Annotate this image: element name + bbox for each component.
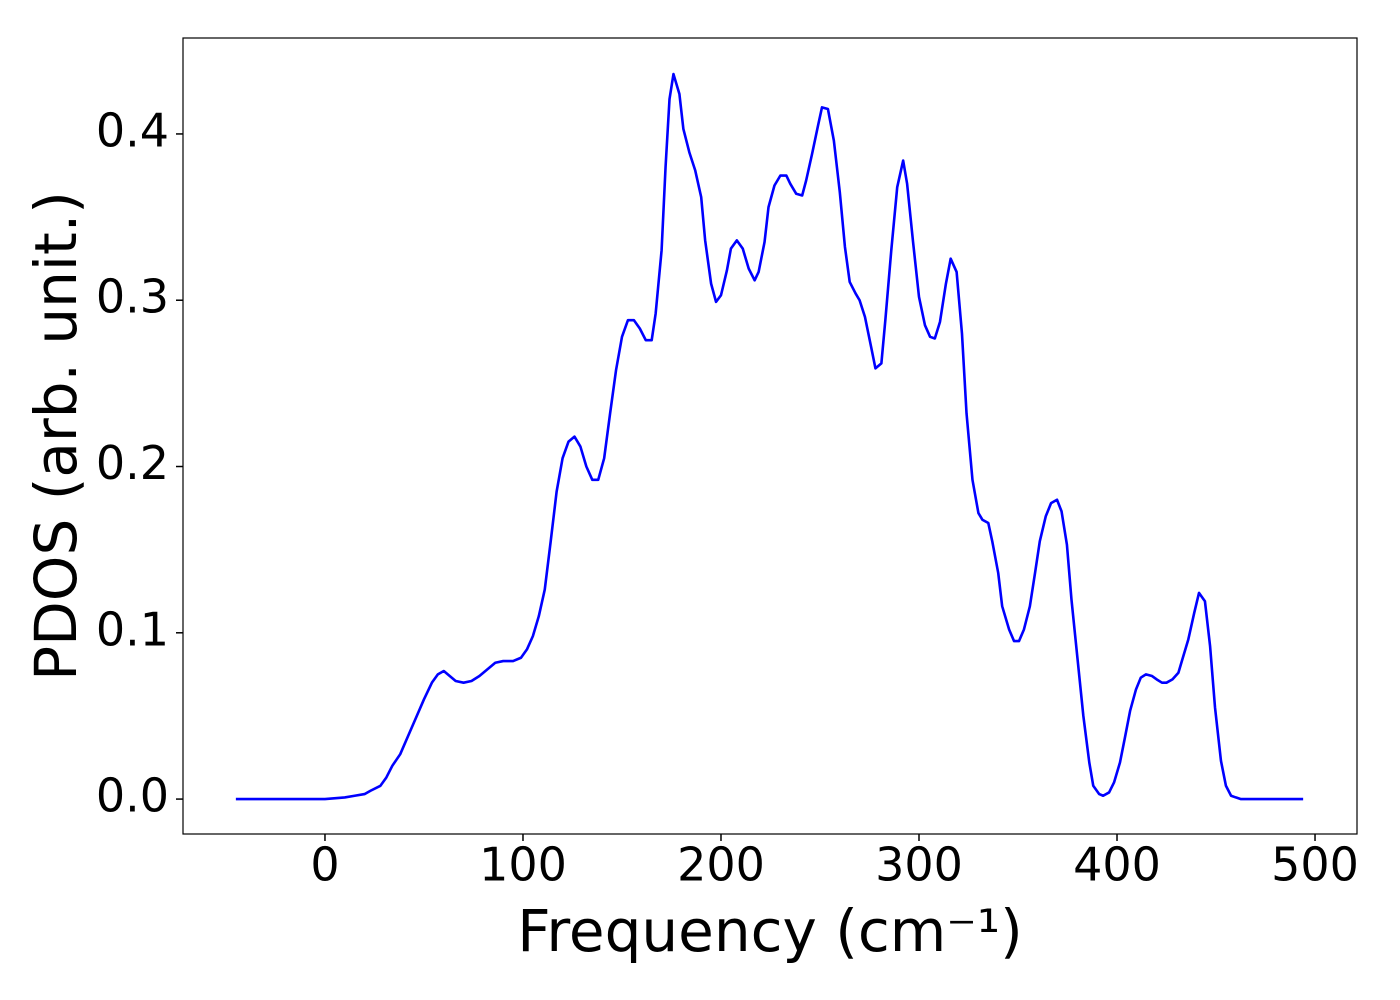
x-tick-label: 300 [875, 838, 963, 892]
y-tick-label: 0.3 [96, 270, 169, 324]
y-tick-label: 0.0 [96, 769, 169, 823]
x-tick-label: 100 [479, 838, 567, 892]
x-axis-label: Frequency (cm⁻¹) [517, 897, 1023, 965]
x-tick-label: 400 [1073, 838, 1161, 892]
x-tick-label: 0 [310, 838, 339, 892]
y-tick-label: 0.2 [96, 436, 169, 490]
y-axis-label: PDOS (arb. unit.) [22, 191, 90, 681]
plot-frame [182, 37, 1358, 835]
x-tick-label: 200 [677, 838, 765, 892]
x-tick-label: 500 [1271, 838, 1359, 892]
y-tick-label: 0.1 [96, 602, 169, 656]
data-line [235, 72, 1304, 801]
y-tick-label: 0.4 [96, 103, 169, 157]
